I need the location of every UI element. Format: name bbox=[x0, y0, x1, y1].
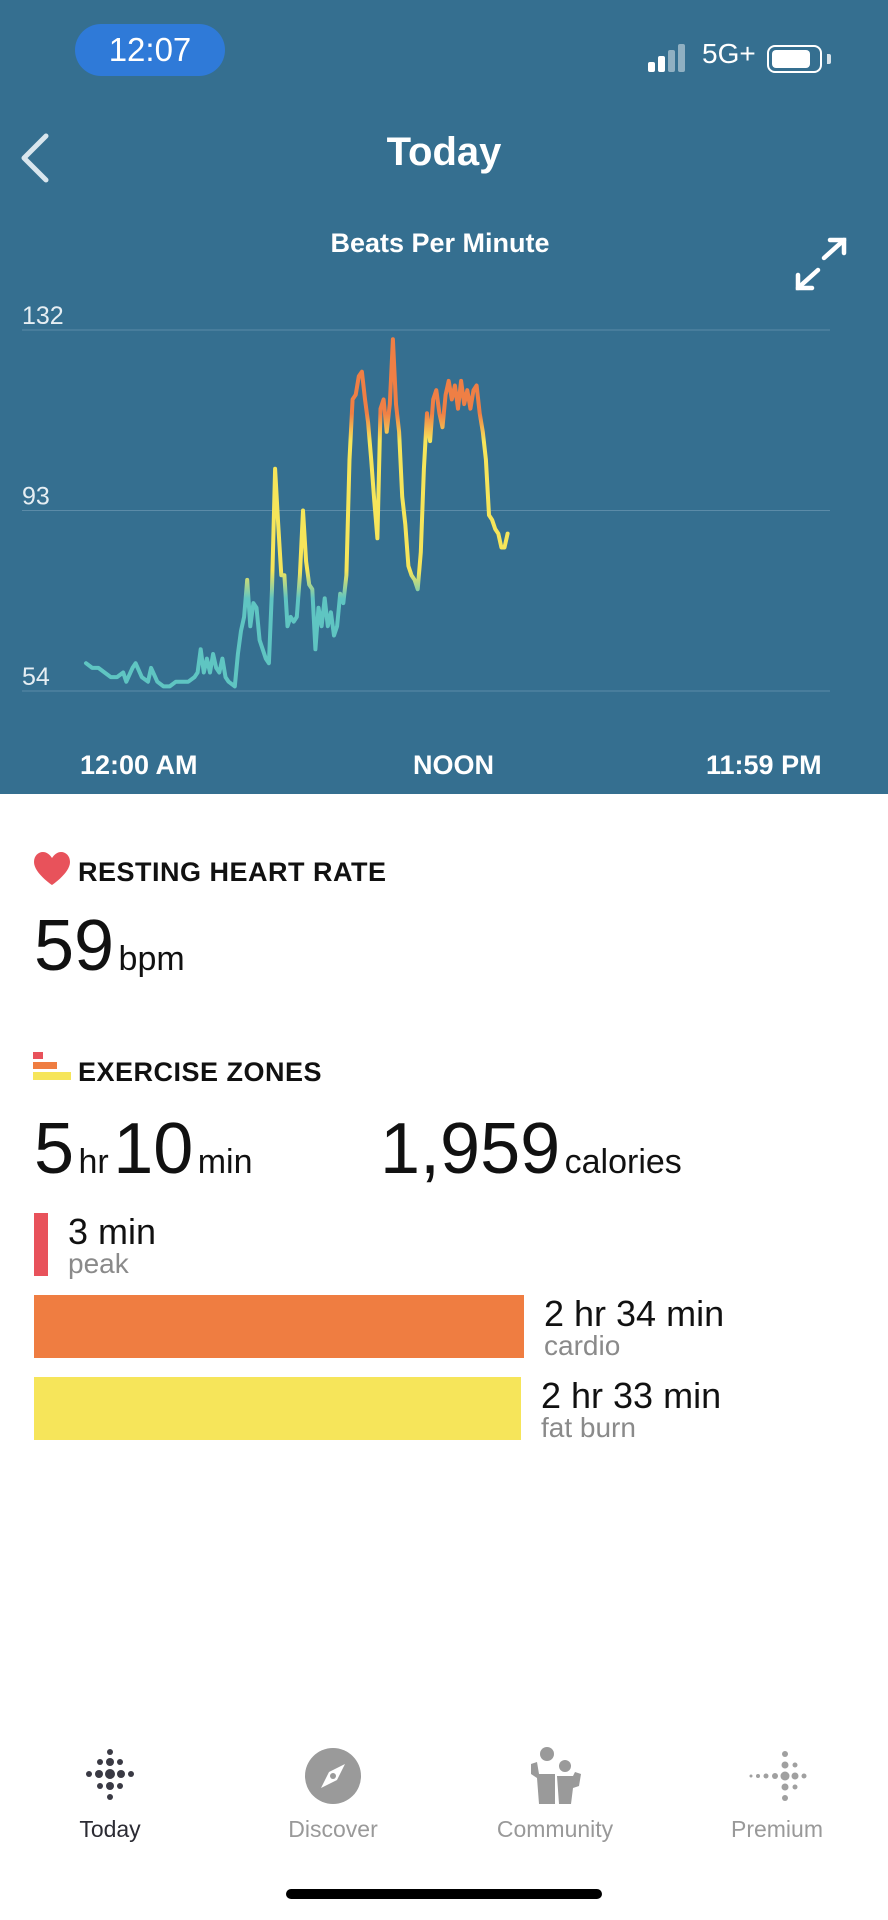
cardio-zone-name: cardio bbox=[544, 1330, 621, 1361]
bottom-tab-bar: Today Discover Community bbox=[0, 1730, 888, 1860]
calories-unit: calories bbox=[564, 1143, 682, 1181]
tab-discover-label: Discover bbox=[288, 1816, 378, 1842]
premium-dots-icon bbox=[749, 1751, 807, 1801]
network-type: 5G+ bbox=[702, 38, 756, 69]
heart-rate-series-line bbox=[84, 337, 510, 689]
calories-number: 1,959 bbox=[380, 1109, 561, 1189]
battery-tip bbox=[827, 54, 831, 64]
tab-today[interactable]: Today bbox=[20, 1730, 200, 1850]
page-title: Today bbox=[386, 130, 502, 174]
resting-heart-rate-value: 59 bpm bbox=[34, 905, 185, 987]
back-button[interactable] bbox=[16, 128, 56, 188]
battery-icon bbox=[767, 45, 822, 73]
y-tick-label: 132 bbox=[22, 302, 64, 330]
signal-icon bbox=[648, 44, 694, 72]
chevron-left-icon bbox=[21, 133, 49, 183]
y-tick-label: 54 bbox=[22, 663, 50, 691]
heart-rate-header: 12:07 5G+ Today Beats Per Minute 132 93 54… bbox=[0, 0, 888, 794]
heart-rate-chart: 132 93 54 bbox=[22, 302, 830, 692]
cardio-zone-time: 2 hr 34 min bbox=[544, 1293, 725, 1334]
peak-zone-name: peak bbox=[68, 1248, 129, 1279]
fat-burn-zone-name: fat burn bbox=[541, 1412, 636, 1443]
exercise-zones-label: EXERCISE ZONES bbox=[78, 1057, 323, 1087]
tab-discover[interactable]: Discover bbox=[243, 1730, 423, 1850]
community-icon bbox=[531, 1747, 581, 1804]
duration-minutes: 10 bbox=[113, 1109, 194, 1189]
exercise-duration: 5 hr 10 min bbox=[34, 1108, 253, 1190]
tab-community[interactable]: Community bbox=[465, 1730, 645, 1850]
minutes-unit: min bbox=[197, 1143, 253, 1181]
x-tick-label-noon: NOON bbox=[413, 750, 494, 780]
resting-bpm-unit: bpm bbox=[118, 940, 185, 978]
exercise-calories: 1,959 calories bbox=[380, 1108, 682, 1190]
cardio-zone-bar bbox=[34, 1295, 524, 1358]
fat-burn-zone-bar bbox=[34, 1377, 521, 1440]
x-tick-label-start: 12:00 AM bbox=[80, 750, 198, 780]
y-tick-label: 93 bbox=[22, 483, 50, 511]
peak-zone-time: 3 min bbox=[68, 1211, 157, 1252]
compass-icon bbox=[305, 1748, 361, 1804]
hours-unit: hr bbox=[78, 1143, 109, 1181]
fat-burn-zone-time: 2 hr 33 min bbox=[541, 1375, 722, 1416]
resting-heart-rate-label: RESTING HEART RATE bbox=[78, 857, 387, 887]
expand-chart-button[interactable] bbox=[790, 236, 852, 292]
tab-community-label: Community bbox=[496, 1816, 614, 1842]
resting-bpm-number: 59 bbox=[34, 906, 115, 986]
expand-icon bbox=[795, 237, 847, 291]
home-indicator bbox=[286, 1889, 602, 1899]
peak-zone-bar bbox=[34, 1213, 48, 1276]
today-dots-icon bbox=[86, 1749, 134, 1800]
tab-premium-label: Premium bbox=[730, 1816, 823, 1842]
tab-premium[interactable]: Premium bbox=[687, 1730, 867, 1850]
tab-today-label: Today bbox=[79, 1816, 141, 1842]
heart-icon bbox=[34, 852, 70, 885]
duration-hours: 5 bbox=[34, 1109, 75, 1189]
x-tick-label-end: 11:59 PM bbox=[706, 750, 822, 780]
chart-title: Beats Per Minute bbox=[330, 228, 550, 258]
status-time: 12:07 bbox=[75, 24, 225, 76]
exercise-zones-icon bbox=[33, 1052, 71, 1080]
